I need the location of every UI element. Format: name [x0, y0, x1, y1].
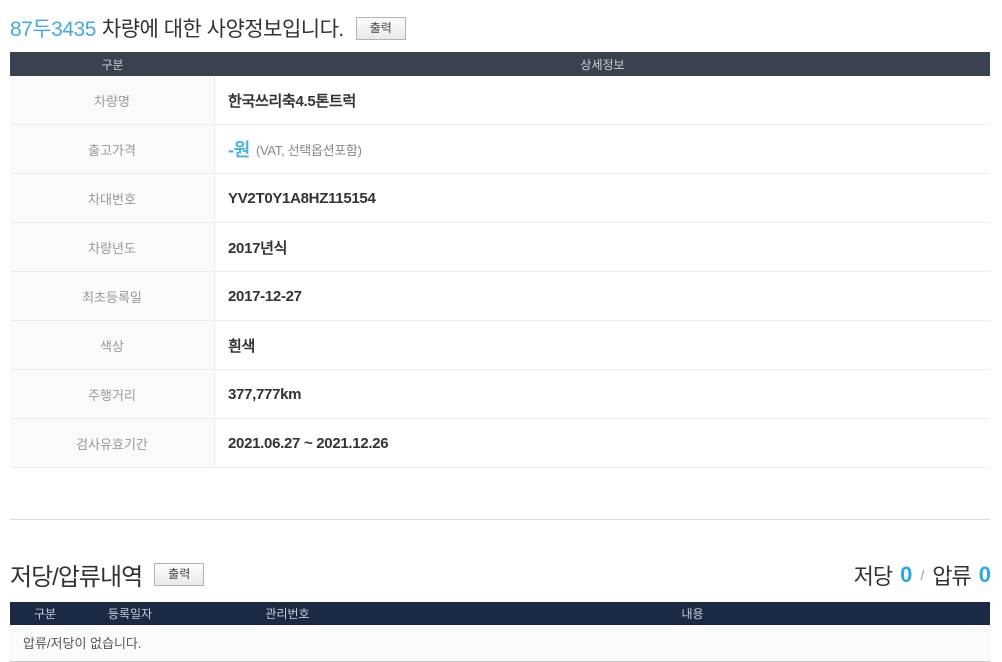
- lien-table-header: 구분 등록일자 관리번호 내용: [10, 602, 990, 625]
- spec-row-value: 377,777km: [228, 385, 302, 403]
- lien-header-regdate: 등록일자: [107, 607, 153, 621]
- lien-print-button[interactable]: 출력: [154, 563, 205, 586]
- lien-table: 구분 등록일자 관리번호 내용 압류/저당이 없습니다.: [10, 602, 990, 662]
- mortgage-count: 0: [900, 561, 912, 587]
- spec-row-value: 흰색: [228, 337, 256, 355]
- spec-row-label: 출고가격: [10, 125, 215, 173]
- spec-row-label: 차대번호: [10, 174, 215, 222]
- table-row: 차대번호 YV2T0Y1A8HZ115154: [10, 174, 990, 223]
- spec-row-value: YV2T0Y1A8HZ115154: [228, 189, 376, 207]
- lien-header-content: 내용: [681, 607, 704, 621]
- spec-row-label: 색상: [10, 321, 215, 369]
- plate-number: 87두3435: [10, 18, 96, 41]
- seizure-label: 압류: [932, 563, 971, 589]
- spec-row-value: 2021.06.27 ~ 2021.12.26: [228, 434, 389, 452]
- table-row: 주행거리 377,777km: [10, 370, 990, 419]
- table-row: 차량명 한국쓰리축4.5톤트럭: [10, 76, 990, 125]
- page-title-bar: 87두3435 차량에 대한 사양정보입니다. 출력: [10, 13, 992, 43]
- spec-row-value: 한국쓰리축4.5톤트럭: [228, 92, 356, 110]
- page-title: 차량에 대한 사양정보입니다.: [101, 18, 344, 41]
- seizure-count: 0: [978, 561, 991, 587]
- spec-header-category: 구분: [101, 57, 124, 72]
- lien-header-category: 구분: [33, 607, 57, 621]
- lien-header-manageno: 관리번호: [265, 607, 310, 621]
- spec-row-label: 차량명: [10, 76, 215, 124]
- spec-table: 구분 상세정보 차량명 한국쓰리축4.5톤트럭 출고가격 -원 (VAT, 선택…: [10, 52, 990, 520]
- spec-row-label: 검사유효기간: [10, 419, 215, 467]
- table-row: 출고가격 -원 (VAT, 선택옵션포함): [10, 125, 990, 174]
- lien-section-header: 저당/압류내역 출력 저당 0 / 압류 0: [10, 557, 991, 592]
- lien-heading: 저당/압류내역: [10, 564, 143, 591]
- table-row: 최초등록일 2017-12-27: [10, 272, 990, 321]
- spec-row-value: 2017-12-27: [228, 287, 302, 305]
- price-note: (VAT, 선택옵션포함): [255, 142, 362, 158]
- spec-table-header: 구분 상세정보: [10, 52, 990, 76]
- spec-row-label: 주행거리: [10, 370, 215, 418]
- spec-row-label: 최초등록일: [10, 272, 215, 320]
- spec-row-value: -원 (VAT, 선택옵션포함): [215, 125, 990, 173]
- spec-empty-row: [10, 468, 990, 519]
- lien-empty-message: 압류/저당이 없습니다.: [10, 625, 990, 662]
- price-value: -원: [228, 140, 250, 160]
- lien-summary: 저당 0 / 압류 0: [853, 559, 991, 591]
- summary-separator: /: [920, 566, 924, 583]
- table-row: 차량년도 2017년식: [10, 223, 990, 272]
- mortgage-label: 저당: [853, 563, 893, 589]
- spec-row-value: 2017년식: [228, 239, 288, 257]
- table-row: 검사유효기간 2021.06.27 ~ 2021.12.26: [10, 419, 990, 468]
- spec-print-button[interactable]: 출력: [355, 16, 406, 40]
- spec-header-detail: 상세정보: [580, 57, 625, 72]
- spec-row-label: 차량년도: [10, 223, 215, 271]
- table-row: 색상 흰색: [10, 321, 990, 370]
